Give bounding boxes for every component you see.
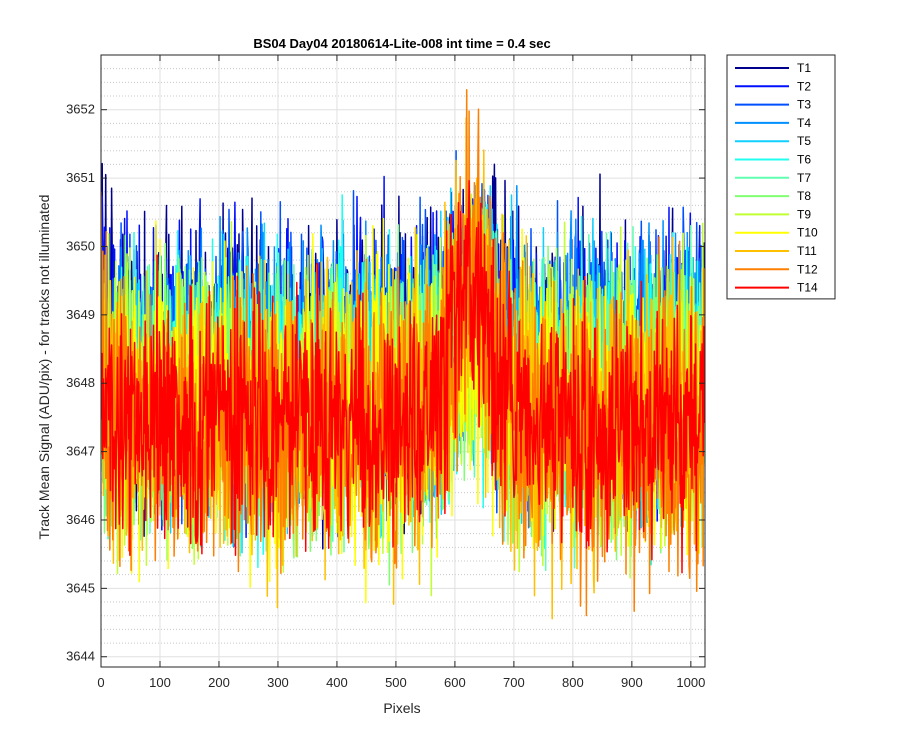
- series-line-t14: [101, 180, 705, 574]
- legend-label-t7: T7: [797, 171, 811, 185]
- x-tick-label: 200: [208, 675, 230, 690]
- y-tick-label: 3644: [66, 649, 95, 664]
- x-tick-label: 500: [385, 675, 407, 690]
- legend-label-t4: T4: [797, 116, 811, 130]
- axes-box: [100, 54, 706, 668]
- legend-label-t5: T5: [797, 134, 811, 148]
- y-tick-label: 3650: [66, 238, 95, 253]
- legend-label-t12: T12: [797, 262, 818, 276]
- legend-label-t11: T11: [797, 244, 817, 258]
- x-tick-label: 900: [621, 675, 643, 690]
- x-tick-label: 100: [149, 675, 171, 690]
- y-tick-label: 3645: [66, 580, 95, 595]
- legend-label-t1: T1: [797, 61, 811, 75]
- y-tick-label: 3648: [66, 375, 95, 390]
- x-tick-label: 300: [267, 675, 289, 690]
- y-axis-label: Track Mean Signal (ADU/pix) - for tracks…: [36, 195, 52, 540]
- legend-label-t8: T8: [797, 189, 811, 203]
- legend: T1 T2 T3 T4 T5 T6 T7 T8 T9 T10 T11 T12 T14: [726, 54, 836, 300]
- legend-label-t2: T2: [797, 79, 811, 93]
- legend-label-t9: T9: [797, 207, 811, 221]
- x-axis-label: Pixels: [383, 700, 420, 716]
- y-tick-label: 3649: [66, 307, 95, 322]
- legend-label-t10: T10: [797, 226, 818, 240]
- x-tick-label: 1000: [676, 675, 705, 690]
- x-tick-label: 400: [326, 675, 348, 690]
- x-tick-label: 0: [97, 675, 104, 690]
- legend-label-t3: T3: [797, 98, 811, 112]
- x-tick-label: 600: [444, 675, 466, 690]
- chart-title: BS04 Day04 20180614-Lite-008 int time = …: [253, 36, 550, 51]
- legend-label-t14: T14: [797, 281, 818, 295]
- plot-area: 0 100 200 300 400 500 600 700 800 900 1000 3644 3645…: [66, 54, 706, 690]
- x-tick-label: 800: [562, 675, 584, 690]
- y-tick-label: 3646: [66, 512, 95, 527]
- y-tick-label: 3651: [66, 170, 95, 185]
- series-group: [101, 88, 705, 620]
- y-tick-label: 3652: [66, 102, 95, 117]
- x-tick-label: 700: [503, 675, 525, 690]
- y-tick-label: 3647: [66, 444, 95, 459]
- legend-label-t6: T6: [797, 153, 811, 167]
